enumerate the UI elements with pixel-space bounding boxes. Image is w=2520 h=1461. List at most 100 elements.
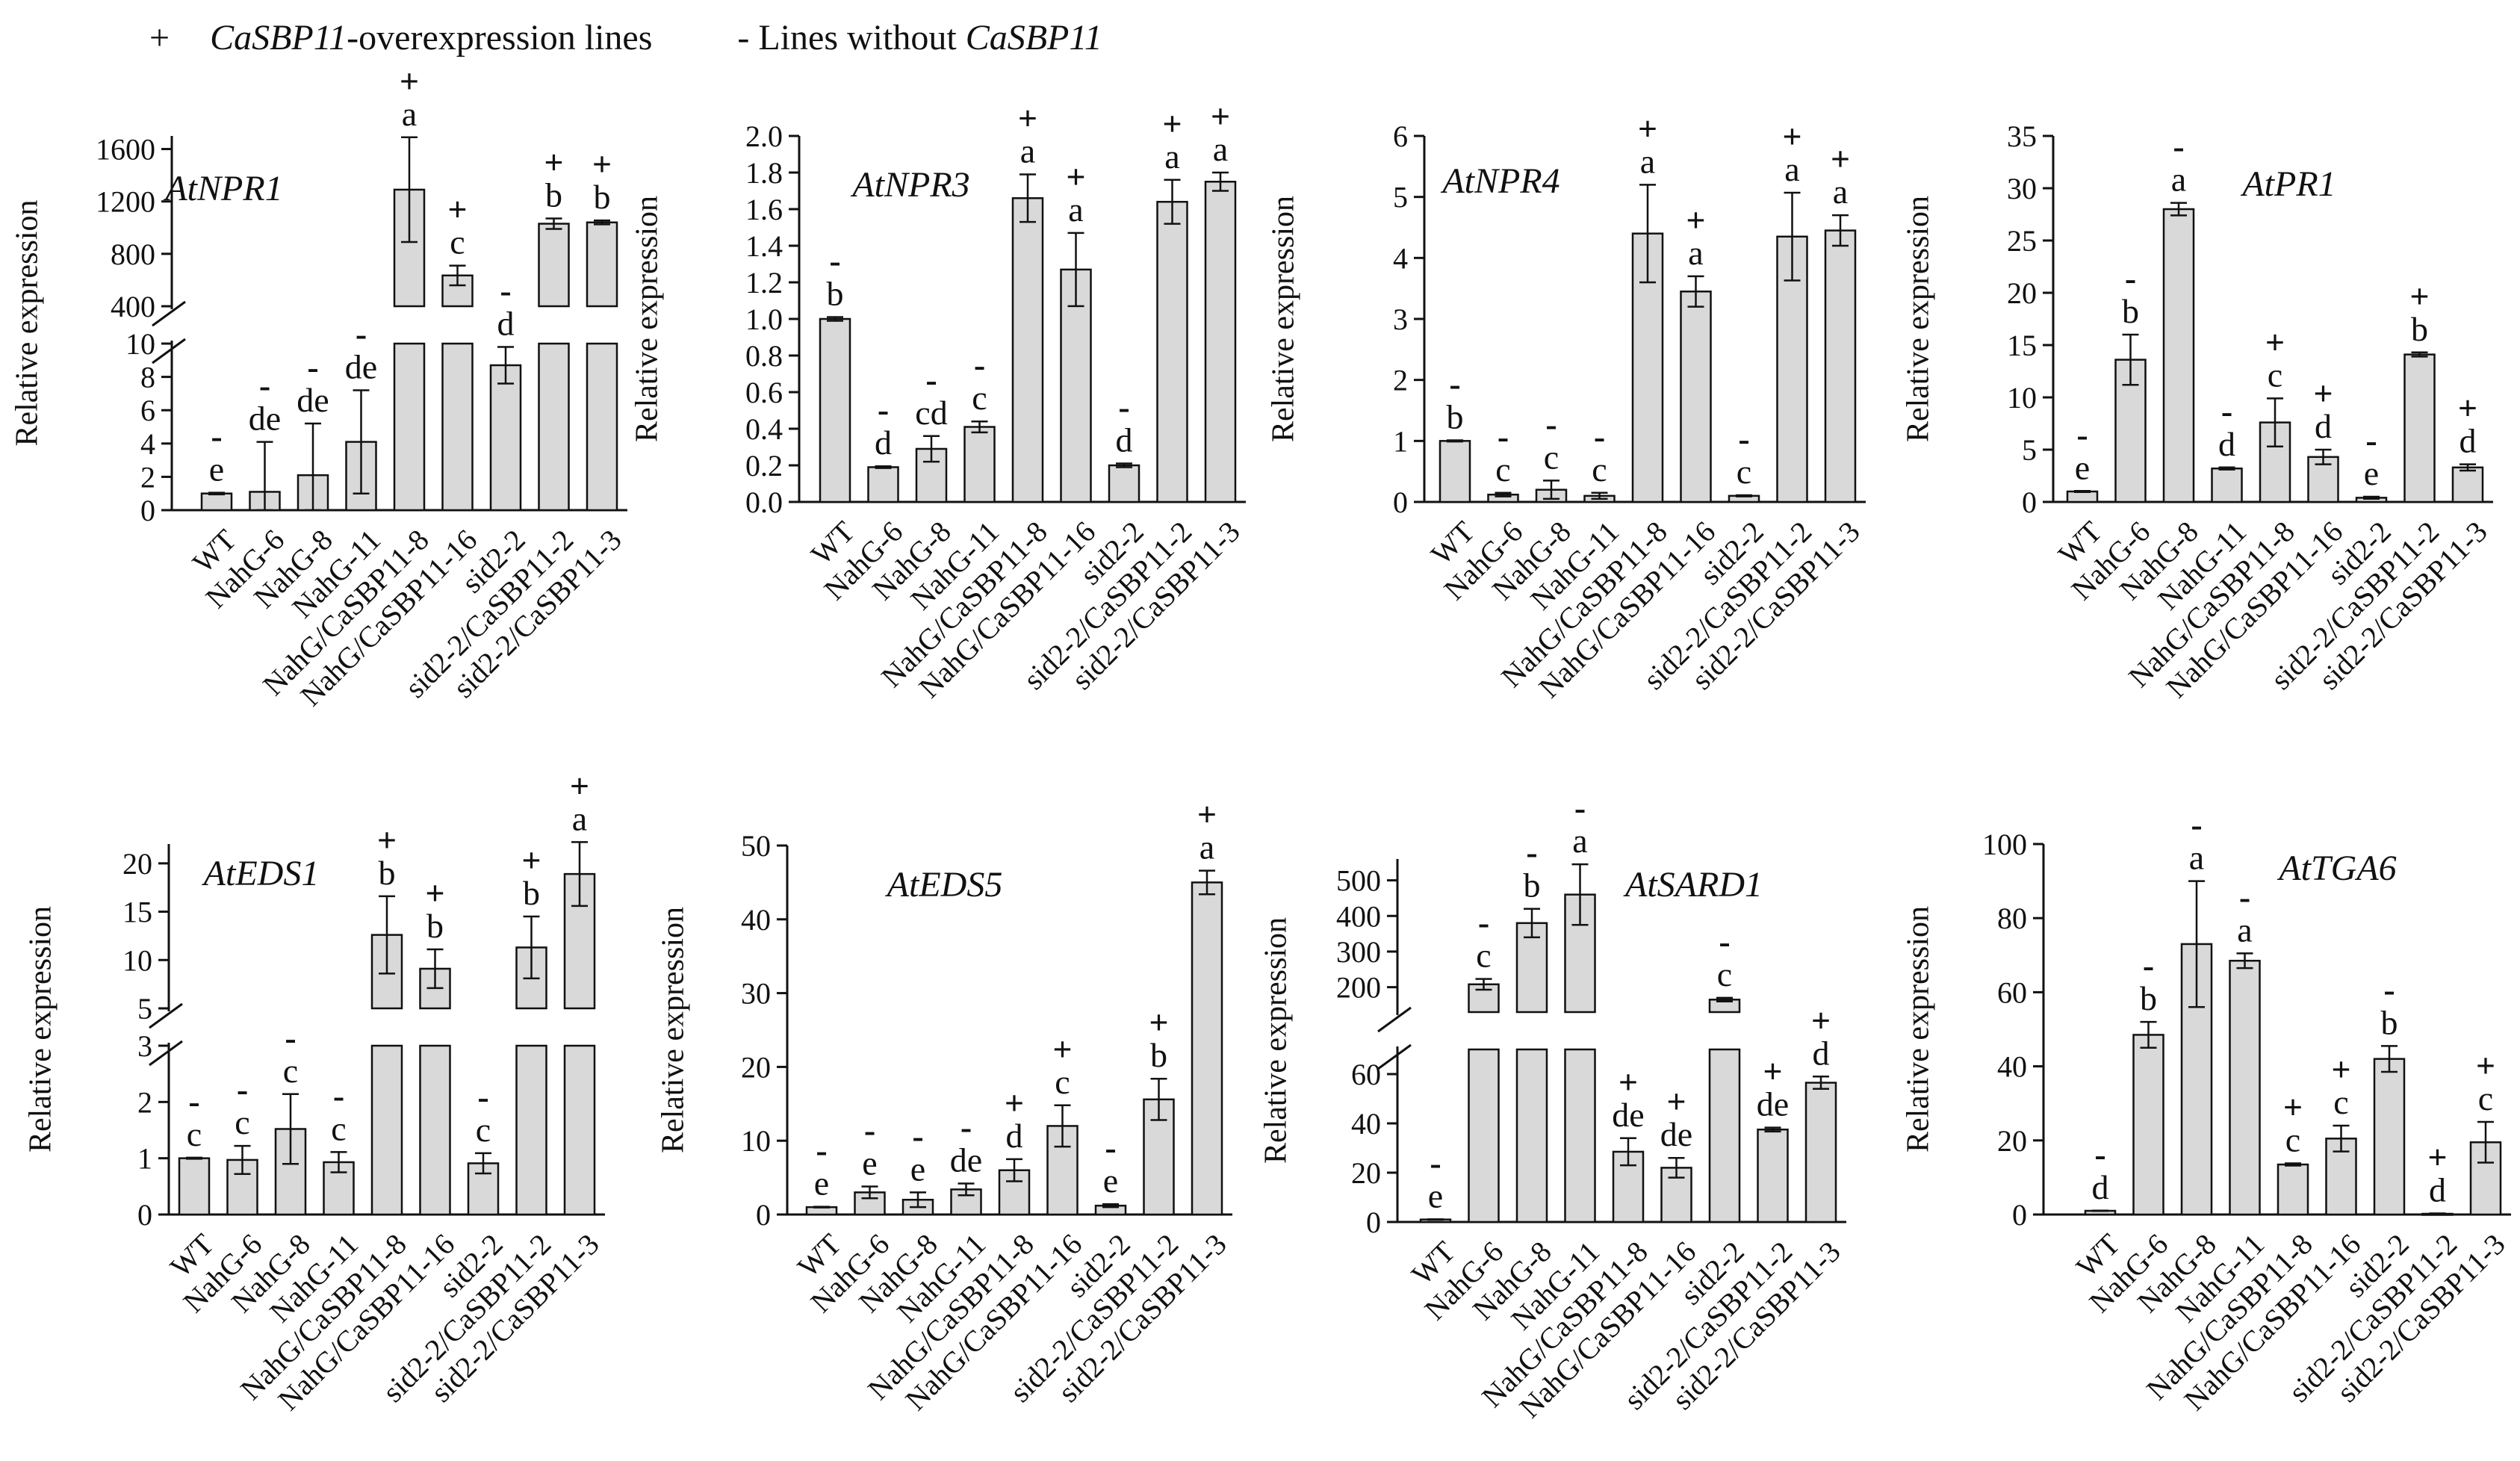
bar	[1515, 1048, 1548, 1223]
group-sign: +	[400, 62, 419, 100]
y-tick-label: 800	[111, 238, 155, 271]
bar	[2162, 208, 2195, 503]
bar	[2132, 1034, 2164, 1216]
significance-letter: b	[379, 854, 396, 892]
bar	[819, 317, 851, 503]
significance-letter: c	[2268, 356, 2282, 394]
bar	[1060, 268, 1092, 503]
significance-letter: d	[497, 304, 515, 342]
group-sign: -	[307, 348, 318, 386]
group-sign: +	[2476, 1046, 2495, 1085]
group-sign: -	[829, 242, 840, 280]
y-tick-label: 1.2	[745, 266, 783, 300]
legend-plus-gene: CaSBP11	[210, 17, 347, 58]
legend-minus-text: - Lines without	[737, 17, 957, 58]
significance-letter: b	[545, 176, 562, 214]
significance-letter: a	[1213, 130, 1228, 168]
group-sign: +	[1149, 1003, 1168, 1041]
y-tick-label: 15	[122, 896, 152, 929]
significance-letter: c	[283, 1052, 298, 1090]
group-sign: +	[1666, 1082, 1686, 1120]
significance-letter: d	[1006, 1117, 1023, 1155]
group-sign: -	[2191, 806, 2202, 844]
group-sign: +	[1638, 109, 1657, 147]
group-sign: -	[912, 1117, 923, 1155]
y-axis-label: Relative expression	[1902, 906, 1936, 1153]
y-tick-label: 0	[2012, 1198, 2027, 1232]
y-tick-label: 0	[137, 1198, 152, 1232]
bar	[200, 492, 233, 512]
y-tick-label: 5	[1393, 181, 1408, 214]
bar	[1011, 197, 1044, 503]
y-tick-label: 5	[2022, 433, 2037, 467]
significance-letter: b	[2140, 979, 2157, 1017]
group-sign: +	[1162, 105, 1182, 143]
y-tick-label: 20	[1997, 1124, 2027, 1158]
significance-letter: de	[1660, 1115, 1692, 1153]
y-tick-label: 2.0	[745, 120, 783, 153]
significance-letter: e	[2075, 448, 2090, 486]
bar	[563, 1044, 596, 1216]
bar	[2211, 467, 2243, 503]
group-sign: -	[333, 1076, 344, 1114]
group-sign: -	[2125, 259, 2136, 297]
bar	[586, 221, 618, 308]
chart-title: AtNPR1	[163, 169, 282, 208]
significance-letter: b	[2122, 292, 2139, 330]
chart-title: AtEDS5	[885, 865, 1003, 905]
group-sign: +	[377, 821, 397, 859]
y-tick-label: 3	[137, 1029, 152, 1063]
group-sign: +	[2265, 323, 2285, 361]
group-sign: -	[285, 1019, 296, 1057]
y-axis-label: Relative expression	[24, 906, 58, 1153]
y-tick-label: 1.0	[745, 303, 783, 336]
group-sign: +	[1811, 1001, 1831, 1039]
significance-letter: b	[426, 907, 444, 945]
group-sign: +	[447, 190, 467, 229]
significance-letter: a	[1688, 234, 1703, 272]
bar	[1824, 229, 1857, 503]
significance-letter: a	[1164, 137, 1179, 176]
bar	[515, 1044, 547, 1216]
group-sign: -	[1719, 922, 1730, 961]
significance-letter: d	[1116, 421, 1133, 459]
chart-title: AtTGA6	[2277, 849, 2396, 888]
axis-break-mark	[1377, 1043, 1412, 1070]
y-tick-label: 500	[1336, 864, 1381, 898]
significance-letter: c	[1717, 955, 1732, 993]
bar	[419, 1044, 451, 1216]
group-sign: +	[521, 841, 541, 879]
y-tick-label: 8	[140, 361, 155, 394]
group-sign: -	[1594, 418, 1605, 456]
group-sign: -	[864, 1111, 875, 1149]
y-tick-label: 0	[2022, 486, 2037, 519]
y-tick-label: 0	[756, 1198, 771, 1232]
group-sign: +	[2313, 374, 2333, 412]
significance-letter: de	[950, 1141, 982, 1179]
legend: + CaSBP11-overexpression lines - Lines w…	[149, 9, 1102, 61]
y-tick-label: 5	[137, 992, 152, 1026]
group-sign: +	[2427, 1138, 2447, 1176]
group-sign: -	[477, 1078, 488, 1116]
bar	[2277, 1163, 2309, 1216]
y-tick-label: 20	[122, 847, 152, 881]
significance-letter: de	[1612, 1096, 1644, 1134]
significance-letter: c	[972, 379, 987, 417]
y-tick-label: 2	[1393, 364, 1408, 397]
group-sign: -	[2365, 421, 2377, 459]
significance-letter: de	[345, 347, 377, 385]
significance-letter: a	[402, 95, 417, 133]
y-tick-label: 1.8	[745, 156, 783, 190]
group-sign: +	[570, 766, 589, 804]
group-sign: +	[1005, 1084, 1024, 1122]
legend-plus-text: -overexpression lines	[347, 17, 653, 58]
bar	[2451, 466, 2484, 503]
group-sign: -	[1478, 904, 1489, 942]
legend-plus-symbol: +	[149, 17, 170, 58]
significance-letter: b	[2411, 310, 2428, 348]
bar	[1757, 1129, 1789, 1223]
significance-letter: e	[1103, 1161, 1118, 1200]
